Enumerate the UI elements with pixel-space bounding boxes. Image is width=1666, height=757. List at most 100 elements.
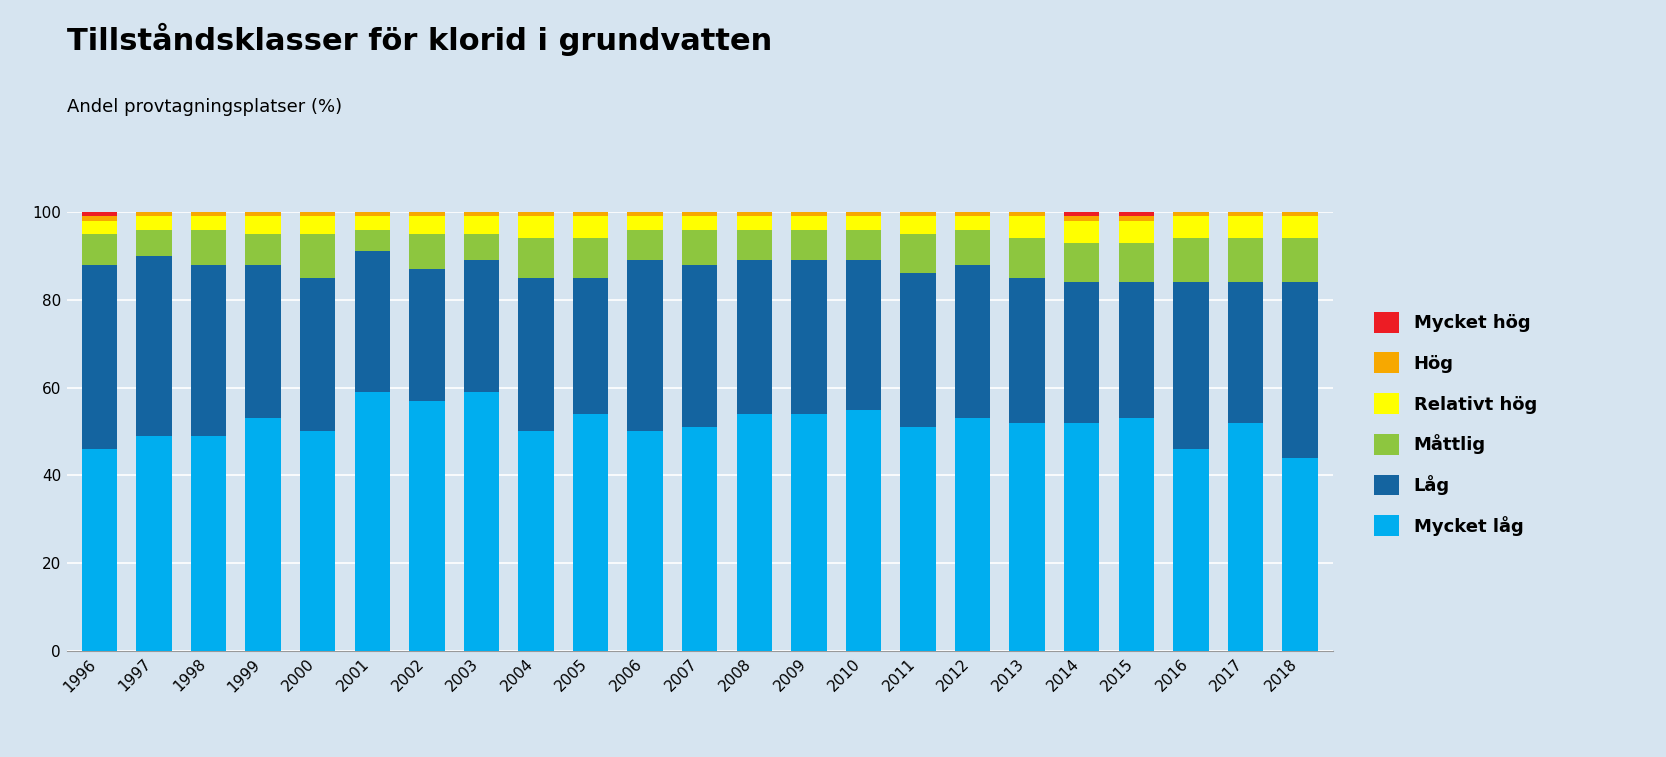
Bar	[628, 431, 663, 651]
Bar	[245, 419, 282, 651]
Bar	[1065, 282, 1100, 422]
Bar	[463, 392, 500, 651]
Bar	[192, 436, 227, 651]
Bar	[1118, 212, 1155, 217]
Bar	[681, 427, 718, 651]
Bar	[245, 212, 282, 217]
Bar	[1283, 217, 1318, 238]
Bar	[628, 217, 663, 229]
Legend: Mycket hög, Hög, Relativt hög, Måttlig, Låg, Mycket låg: Mycket hög, Hög, Relativt hög, Måttlig, …	[1366, 304, 1544, 544]
Bar	[846, 229, 881, 260]
Bar	[463, 212, 500, 217]
Bar	[736, 217, 771, 229]
Bar	[736, 414, 771, 651]
Bar	[846, 260, 881, 410]
Bar	[137, 217, 172, 229]
Bar	[1228, 422, 1263, 651]
Bar	[900, 212, 936, 217]
Bar	[192, 229, 227, 265]
Bar	[1283, 238, 1318, 282]
Bar	[573, 238, 608, 278]
Bar	[573, 414, 608, 651]
Bar	[355, 217, 390, 229]
Bar	[463, 260, 500, 392]
Bar	[1010, 238, 1045, 278]
Bar	[955, 217, 990, 229]
Bar	[628, 212, 663, 217]
Bar	[681, 217, 718, 229]
Bar	[137, 212, 172, 217]
Bar	[518, 278, 553, 431]
Bar	[1118, 282, 1155, 419]
Bar	[1173, 217, 1208, 238]
Bar	[300, 278, 335, 431]
Bar	[1173, 238, 1208, 282]
Bar	[1065, 212, 1100, 217]
Bar	[410, 212, 445, 217]
Bar	[410, 217, 445, 234]
Bar	[1065, 243, 1100, 282]
Bar	[846, 410, 881, 651]
Bar	[1173, 449, 1208, 651]
Bar	[1118, 221, 1155, 243]
Bar	[681, 212, 718, 217]
Bar	[1228, 217, 1263, 238]
Bar	[192, 212, 227, 217]
Bar	[355, 229, 390, 251]
Bar	[900, 273, 936, 427]
Bar	[1065, 221, 1100, 243]
Bar	[1118, 217, 1155, 221]
Bar	[791, 212, 826, 217]
Bar	[1283, 282, 1318, 458]
Bar	[410, 269, 445, 400]
Bar	[573, 217, 608, 238]
Bar	[1173, 282, 1208, 449]
Bar	[791, 414, 826, 651]
Bar	[137, 229, 172, 256]
Bar	[245, 217, 282, 234]
Bar	[955, 419, 990, 651]
Bar	[1065, 217, 1100, 221]
Bar	[900, 427, 936, 651]
Bar	[1065, 422, 1100, 651]
Bar	[628, 229, 663, 260]
Bar	[300, 431, 335, 651]
Bar	[355, 212, 390, 217]
Bar	[245, 234, 282, 265]
Bar	[1118, 243, 1155, 282]
Bar	[300, 212, 335, 217]
Bar	[355, 251, 390, 392]
Bar	[1010, 212, 1045, 217]
Bar	[82, 234, 117, 265]
Bar	[410, 400, 445, 651]
Bar	[736, 260, 771, 414]
Bar	[192, 217, 227, 229]
Bar	[82, 449, 117, 651]
Bar	[518, 238, 553, 278]
Bar	[518, 431, 553, 651]
Bar	[137, 436, 172, 651]
Bar	[1228, 212, 1263, 217]
Bar	[573, 212, 608, 217]
Bar	[791, 229, 826, 260]
Bar	[300, 234, 335, 278]
Bar	[245, 265, 282, 419]
Bar	[192, 265, 227, 436]
Bar	[82, 217, 117, 221]
Bar	[736, 229, 771, 260]
Bar	[463, 217, 500, 234]
Bar	[518, 212, 553, 217]
Bar	[82, 265, 117, 449]
Text: Tillståndsklasser för klorid i grundvatten: Tillståndsklasser för klorid i grundvatt…	[67, 23, 771, 56]
Bar	[736, 212, 771, 217]
Bar	[1228, 238, 1263, 282]
Bar	[410, 234, 445, 269]
Bar	[463, 234, 500, 260]
Bar	[82, 212, 117, 217]
Bar	[791, 260, 826, 414]
Bar	[955, 212, 990, 217]
Bar	[1118, 419, 1155, 651]
Bar	[300, 217, 335, 234]
Bar	[82, 221, 117, 234]
Bar	[900, 234, 936, 273]
